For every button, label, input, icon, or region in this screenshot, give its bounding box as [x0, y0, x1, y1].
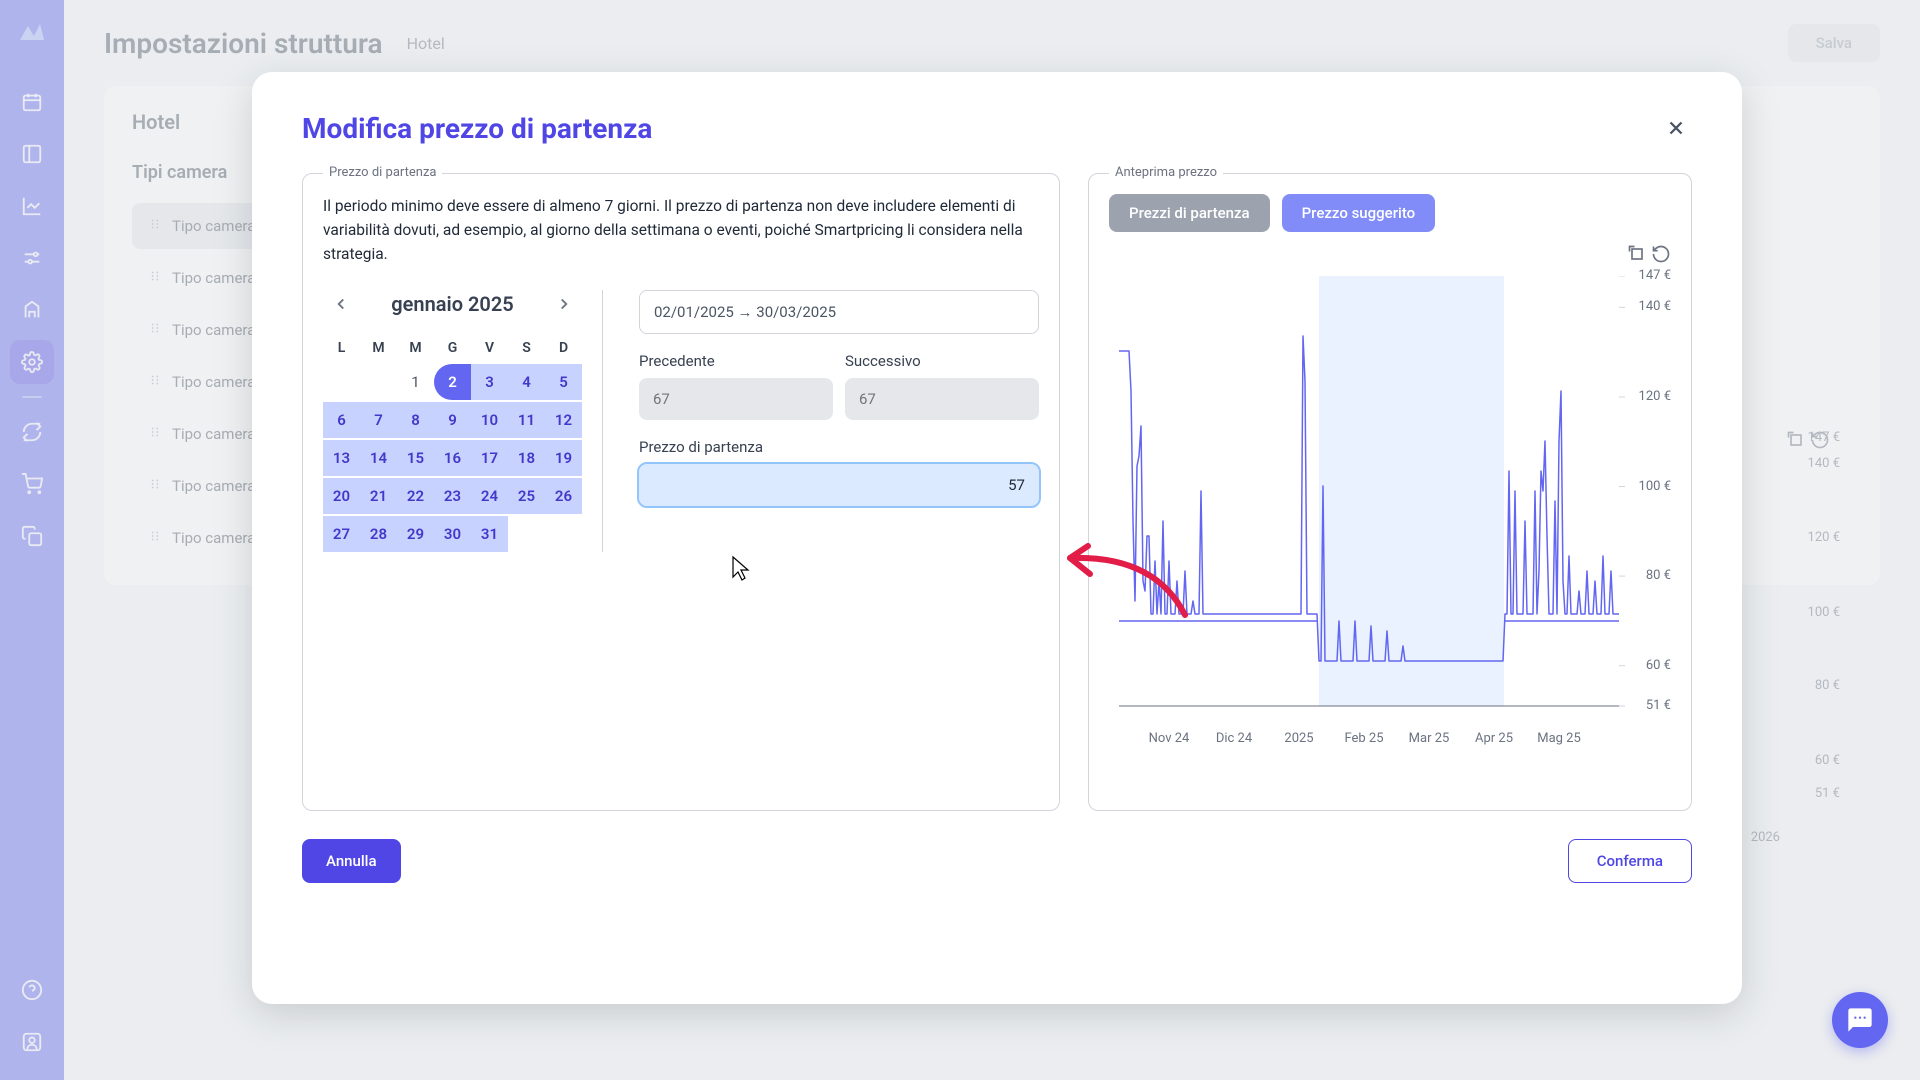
- calendar-day[interactable]: 11: [508, 402, 545, 438]
- undo-icon[interactable]: [1651, 244, 1671, 268]
- calendar-day[interactable]: 21: [360, 478, 397, 514]
- calendar-day[interactable]: 30: [434, 516, 471, 552]
- calendar-day[interactable]: 20: [323, 478, 360, 514]
- info-text: Il periodo minimo deve essere di almeno …: [323, 194, 1039, 266]
- weekday-header: G: [434, 334, 471, 362]
- chart-tools: [1109, 244, 1671, 268]
- weekday-header: L: [323, 334, 360, 362]
- weekday-header: D: [545, 334, 582, 362]
- succ-label: Successivo: [845, 352, 1039, 370]
- calendar-day[interactable]: 31: [471, 516, 508, 552]
- calendar-day: [323, 364, 360, 400]
- xtick-label: Feb 25: [1344, 731, 1383, 746]
- xtick-label: Nov 24: [1149, 731, 1190, 746]
- calendar-day[interactable]: 25: [508, 478, 545, 514]
- calendar-day[interactable]: 1: [397, 364, 434, 400]
- calendar-day[interactable]: 28: [360, 516, 397, 552]
- calendar-day[interactable]: 4: [508, 364, 545, 400]
- confirm-button[interactable]: Conferma: [1568, 839, 1692, 883]
- modal-title: Modifica prezzo di partenza: [302, 112, 652, 145]
- prev-input[interactable]: [639, 378, 833, 420]
- price-input[interactable]: [639, 464, 1039, 506]
- next-month-icon[interactable]: [550, 290, 578, 318]
- calendar-day[interactable]: 9: [434, 402, 471, 438]
- calendar-day[interactable]: 23: [434, 478, 471, 514]
- crop-icon[interactable]: [1627, 244, 1647, 268]
- prev-month-icon[interactable]: [327, 290, 355, 318]
- calendar-day: [508, 516, 545, 552]
- ytick-label: 120 €: [1639, 389, 1671, 404]
- ytick-label: 100 €: [1639, 479, 1671, 494]
- price-edit-modal: Modifica prezzo di partenza Prezzo di pa…: [252, 72, 1742, 1004]
- calendar-day[interactable]: 5: [545, 364, 582, 400]
- calendar-grid: LMMGVSD123456789101112131415161718192021…: [323, 334, 582, 552]
- calendar-day[interactable]: 7: [360, 402, 397, 438]
- calendar-day[interactable]: 8: [397, 402, 434, 438]
- calendar-day[interactable]: 17: [471, 440, 508, 476]
- left-legend: Prezzo di partenza: [323, 165, 442, 180]
- calendar-day: [360, 364, 397, 400]
- calendar-day[interactable]: 16: [434, 440, 471, 476]
- ytick-label: 147 €: [1639, 268, 1671, 283]
- weekday-header: M: [360, 334, 397, 362]
- price-label: Prezzo di partenza: [639, 438, 1039, 456]
- calendar-day[interactable]: 29: [397, 516, 434, 552]
- calendar-title: gennaio 2025: [391, 292, 513, 316]
- calendar-day[interactable]: 15: [397, 440, 434, 476]
- weekday-header: M: [397, 334, 434, 362]
- succ-input[interactable]: [845, 378, 1039, 420]
- calendar-day[interactable]: 24: [471, 478, 508, 514]
- xtick-label: Apr 25: [1475, 731, 1513, 746]
- cancel-button[interactable]: Annulla: [302, 839, 401, 883]
- calendar-day[interactable]: 22: [397, 478, 434, 514]
- xtick-label: 2025: [1284, 731, 1313, 746]
- calendar-day[interactable]: 2: [434, 364, 471, 400]
- calendar-day[interactable]: 6: [323, 402, 360, 438]
- close-icon[interactable]: [1660, 112, 1692, 144]
- ytick-label: 60 €: [1646, 658, 1671, 673]
- calendar-day[interactable]: 19: [545, 440, 582, 476]
- weekday-header: S: [508, 334, 545, 362]
- weekday-header: V: [471, 334, 508, 362]
- right-panel: Anteprima prezzo Prezzi di partenza Prez…: [1088, 173, 1692, 811]
- price-chart: 147 €140 €120 €100 €80 €60 €51 € Nov 24D…: [1109, 276, 1671, 746]
- toggle-suggested-price[interactable]: Prezzo suggerito: [1282, 194, 1436, 232]
- ytick-label: 51 €: [1646, 698, 1671, 713]
- calendar: gennaio 2025 LMMGVSD12345678910111213141…: [323, 290, 603, 552]
- left-panel: Prezzo di partenza Il periodo minimo dev…: [302, 173, 1060, 811]
- ytick-label: 140 €: [1639, 299, 1671, 314]
- xtick-label: Dic 24: [1216, 731, 1252, 746]
- calendar-day[interactable]: 3: [471, 364, 508, 400]
- inputs-column: Precedente Successivo Prezzo di partenza: [631, 290, 1039, 552]
- calendar-day[interactable]: 27: [323, 516, 360, 552]
- calendar-day[interactable]: 26: [545, 478, 582, 514]
- chat-fab[interactable]: [1832, 992, 1888, 1048]
- calendar-day[interactable]: 12: [545, 402, 582, 438]
- calendar-day[interactable]: 14: [360, 440, 397, 476]
- chart-svg: [1109, 276, 1629, 726]
- date-range-input[interactable]: [639, 290, 1039, 334]
- calendar-day: [545, 516, 582, 552]
- toggle-starting-prices[interactable]: Prezzi di partenza: [1109, 194, 1270, 232]
- calendar-day[interactable]: 13: [323, 440, 360, 476]
- xtick-label: Mag 25: [1537, 731, 1581, 746]
- calendar-day[interactable]: 10: [471, 402, 508, 438]
- prev-label: Precedente: [639, 352, 833, 370]
- calendar-day[interactable]: 18: [508, 440, 545, 476]
- right-legend: Anteprima prezzo: [1109, 165, 1223, 180]
- xtick-label: Mar 25: [1409, 731, 1450, 746]
- ytick-label: 80 €: [1646, 568, 1671, 583]
